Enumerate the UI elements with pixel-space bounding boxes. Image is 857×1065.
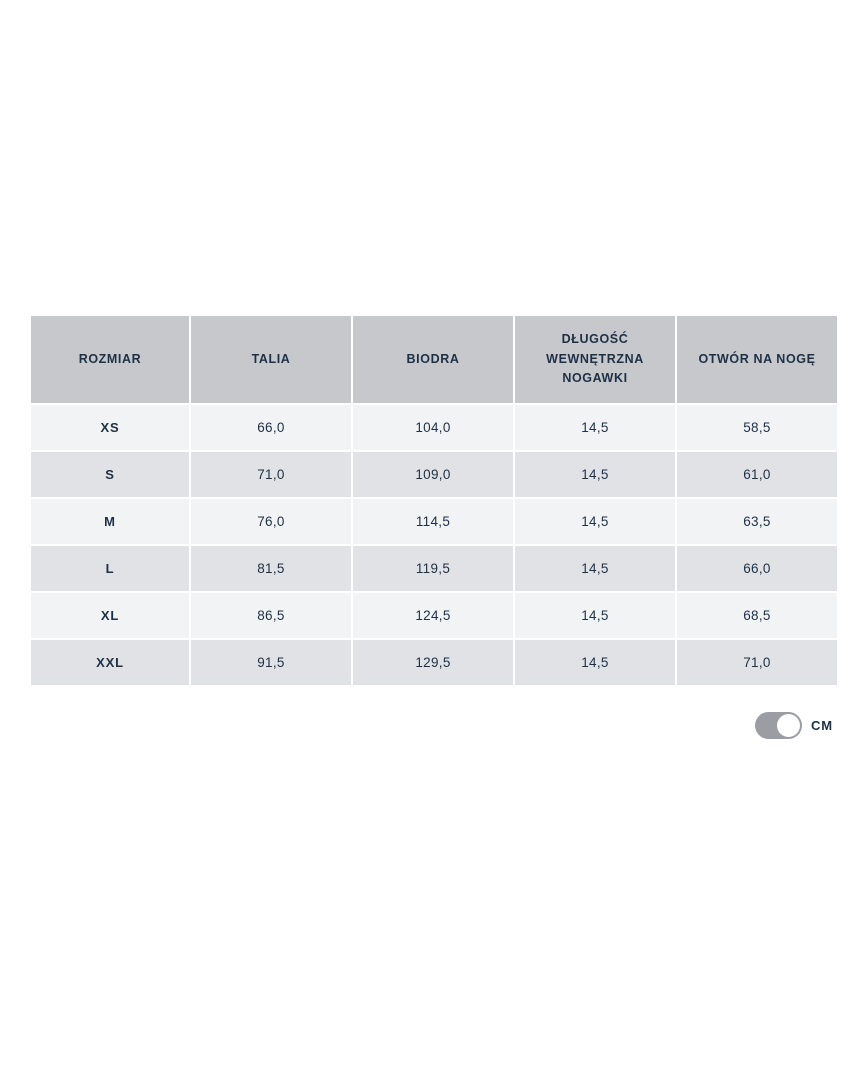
column-header-waist: TALIA: [191, 316, 351, 403]
cell-waist: 81,5: [191, 546, 351, 591]
cell-hips: 119,5: [353, 546, 513, 591]
column-header-leg-opening: OTWÓR NA NOGĘ: [677, 316, 837, 403]
cell-size: XL: [31, 593, 189, 638]
cell-leg-opening: 66,0: [677, 546, 837, 591]
cell-inseam: 14,5: [515, 499, 675, 544]
unit-toggle-switch-icon[interactable]: [754, 711, 802, 739]
cell-waist: 66,0: [191, 405, 351, 450]
unit-toggle-label: CM: [810, 717, 833, 733]
cell-inseam: 14,5: [515, 640, 675, 685]
cell-inseam: 14,5: [515, 405, 675, 450]
cell-size: M: [31, 499, 189, 544]
cell-hips: 129,5: [353, 640, 513, 685]
cell-leg-opening: 58,5: [677, 405, 837, 450]
cell-hips: 124,5: [353, 593, 513, 638]
column-header-size: ROZMIAR: [31, 316, 189, 403]
table-header-row: ROZMIAR TALIA BIODRA DŁUGOŚĆ WEWNĘTRZNA …: [31, 316, 837, 403]
size-chart: ROZMIAR TALIA BIODRA DŁUGOŚĆ WEWNĘTRZNA …: [31, 316, 837, 685]
table-row: XL 86,5 124,5 14,5 68,5: [31, 593, 837, 638]
table-row: M 76,0 114,5 14,5 63,5: [31, 499, 837, 544]
cell-leg-opening: 61,0: [677, 452, 837, 497]
table-row: XXL 91,5 129,5 14,5 71,0: [31, 640, 837, 685]
cell-inseam: 14,5: [515, 593, 675, 638]
cell-size: XXL: [31, 640, 189, 685]
column-header-inseam: DŁUGOŚĆ WEWNĘTRZNA NOGAWKI: [515, 316, 675, 403]
size-table: ROZMIAR TALIA BIODRA DŁUGOŚĆ WEWNĘTRZNA …: [29, 314, 839, 687]
cell-leg-opening: 63,5: [677, 499, 837, 544]
table-row: XS 66,0 104,0 14,5 58,5: [31, 405, 837, 450]
unit-toggle-row: CM: [31, 707, 833, 743]
table-row: L 81,5 119,5 14,5 66,0: [31, 546, 837, 591]
cell-hips: 114,5: [353, 499, 513, 544]
cell-size: XS: [31, 405, 189, 450]
table-body: XS 66,0 104,0 14,5 58,5 S 71,0 109,0 14,…: [31, 405, 837, 685]
cell-inseam: 14,5: [515, 546, 675, 591]
cell-waist: 91,5: [191, 640, 351, 685]
cell-inseam: 14,5: [515, 452, 675, 497]
cell-waist: 86,5: [191, 593, 351, 638]
cell-hips: 109,0: [353, 452, 513, 497]
cell-waist: 71,0: [191, 452, 351, 497]
cell-hips: 104,0: [353, 405, 513, 450]
cell-waist: 76,0: [191, 499, 351, 544]
cell-leg-opening: 68,5: [677, 593, 837, 638]
cell-size: S: [31, 452, 189, 497]
cell-size: L: [31, 546, 189, 591]
toggle-knob: [776, 713, 800, 737]
table-row: S 71,0 109,0 14,5 61,0: [31, 452, 837, 497]
table-header: ROZMIAR TALIA BIODRA DŁUGOŚĆ WEWNĘTRZNA …: [31, 316, 837, 403]
column-header-hips: BIODRA: [353, 316, 513, 403]
cell-leg-opening: 71,0: [677, 640, 837, 685]
